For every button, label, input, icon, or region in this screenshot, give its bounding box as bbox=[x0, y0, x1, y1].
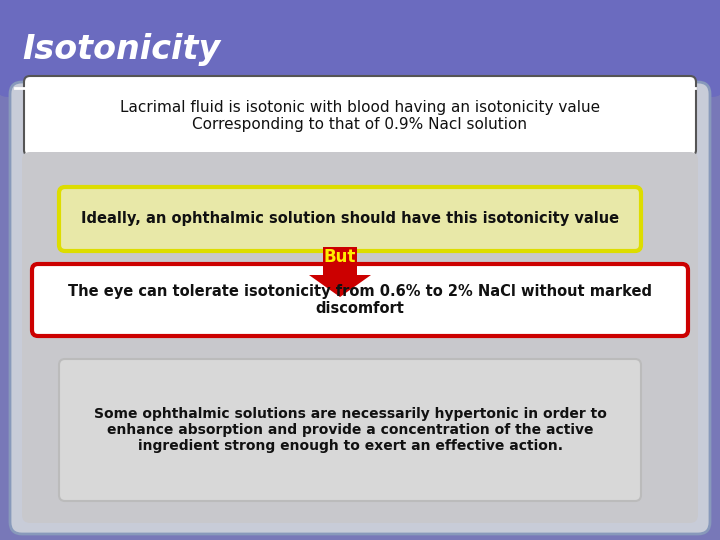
FancyBboxPatch shape bbox=[10, 82, 710, 534]
FancyBboxPatch shape bbox=[59, 359, 641, 501]
Text: But: But bbox=[324, 248, 356, 266]
Polygon shape bbox=[309, 275, 371, 297]
FancyBboxPatch shape bbox=[0, 0, 720, 97]
Text: The eye can tolerate isotonicity from 0.6% to 2% NaCl without marked
discomfort: The eye can tolerate isotonicity from 0.… bbox=[68, 284, 652, 316]
FancyBboxPatch shape bbox=[32, 264, 688, 336]
Text: Some ophthalmic solutions are necessarily hypertonic in order to
enhance absorpt: Some ophthalmic solutions are necessaril… bbox=[94, 407, 606, 453]
FancyBboxPatch shape bbox=[59, 187, 641, 251]
Bar bbox=[323, 247, 357, 275]
FancyBboxPatch shape bbox=[22, 152, 698, 523]
Bar bbox=[8, 45, 712, 85]
Text: Lacrimal fluid is isotonic with blood having an isotonicity value
Corresponding : Lacrimal fluid is isotonic with blood ha… bbox=[120, 100, 600, 132]
Text: Ideally, an ophthalmic solution should have this isotonicity value: Ideally, an ophthalmic solution should h… bbox=[81, 212, 619, 226]
Text: Isotonicity: Isotonicity bbox=[22, 33, 220, 66]
FancyBboxPatch shape bbox=[24, 76, 696, 156]
